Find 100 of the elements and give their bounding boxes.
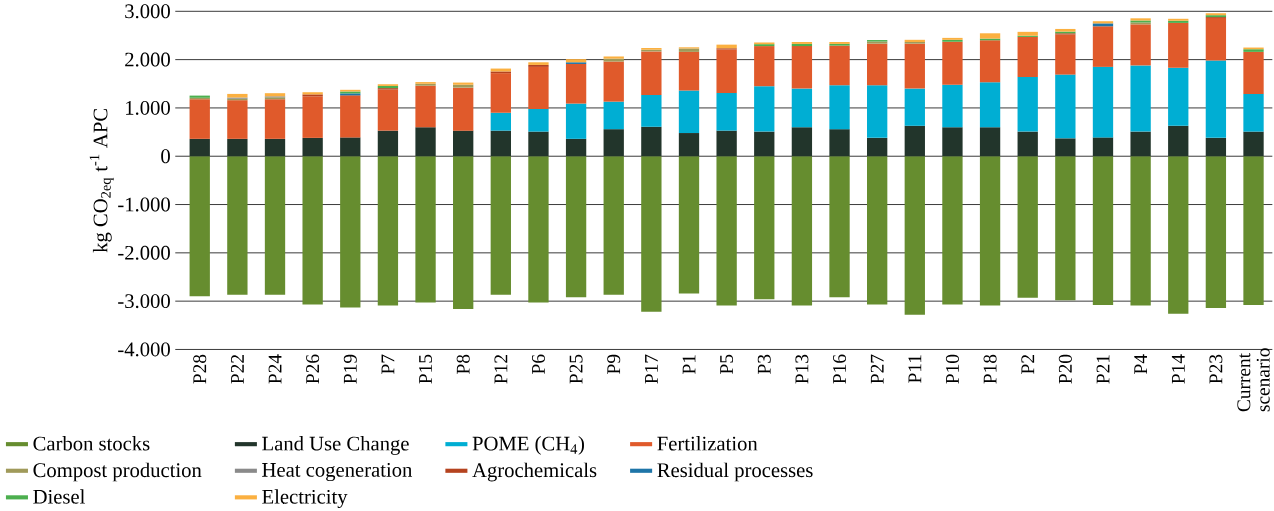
bar <box>867 156 888 305</box>
bar <box>1055 156 1076 301</box>
bar <box>1130 65 1151 132</box>
bar <box>829 156 850 298</box>
bar <box>1017 77 1038 132</box>
bar <box>453 87 474 131</box>
x-tick-label: P2 <box>1021 355 1035 375</box>
bar <box>641 95 662 127</box>
bar <box>377 156 399 306</box>
bar <box>302 96 323 139</box>
bar <box>1243 52 1264 95</box>
x-tick-label: P10 <box>945 354 959 384</box>
bar <box>189 139 210 157</box>
y-tick-label: 3.000 <box>125 4 170 19</box>
bar <box>1243 156 1264 306</box>
bar <box>942 41 963 85</box>
x-tick-label: P16 <box>833 354 847 384</box>
bar <box>716 49 737 94</box>
bar <box>1243 131 1264 157</box>
bar <box>1168 23 1189 68</box>
bar <box>678 90 700 134</box>
x-tick-label: P18 <box>983 354 997 384</box>
x-tick-label: P5 <box>720 354 734 375</box>
bar <box>1055 34 1076 75</box>
bar <box>716 130 737 157</box>
x-tick-label: P17 <box>644 354 658 384</box>
bar <box>528 67 549 110</box>
bar <box>415 156 436 303</box>
x-tick-label: P14 <box>1171 354 1185 384</box>
bar <box>791 46 813 89</box>
bar <box>641 156 662 312</box>
bar <box>528 131 549 157</box>
x-tick-label: P26 <box>306 354 320 384</box>
bar <box>302 138 323 157</box>
x-tick-label: P28 <box>193 354 207 384</box>
x-tick-label: P15 <box>419 354 433 384</box>
x-tick-label: P21 <box>1096 355 1110 384</box>
y-tick-label: 1.000 <box>126 101 170 116</box>
bar <box>904 43 925 89</box>
legend-label: Carbon stocks <box>33 436 150 451</box>
bar <box>867 43 888 86</box>
bar <box>829 129 850 157</box>
x-tick-label: P11 <box>908 355 922 384</box>
bar <box>641 126 662 157</box>
bar <box>754 46 775 87</box>
bar <box>377 130 399 157</box>
bar <box>754 86 775 132</box>
bar <box>227 156 248 296</box>
x-tick-label: P27 <box>870 354 884 384</box>
bar <box>678 133 700 157</box>
bar <box>565 64 587 104</box>
bar <box>1205 18 1227 61</box>
bar <box>791 127 813 157</box>
bar <box>904 156 925 315</box>
x-tick-label: P12 <box>494 355 508 384</box>
bar <box>1168 156 1189 314</box>
bar <box>979 82 1001 128</box>
bar <box>415 85 436 128</box>
bar <box>453 156 474 310</box>
bar <box>227 100 248 140</box>
bar <box>867 138 888 157</box>
bar <box>1130 156 1151 306</box>
bar <box>979 33 1001 39</box>
bar <box>1055 138 1076 157</box>
y-tick-label: -2.000 <box>118 246 170 261</box>
x-tick-label: P7 <box>381 354 395 375</box>
bar <box>340 95 361 138</box>
bar <box>1205 60 1227 139</box>
bar <box>791 156 813 306</box>
y-tick-label: -4.000 <box>118 342 170 357</box>
legend-label: Compost production <box>33 462 202 482</box>
x-tick-label: P24 <box>268 354 282 384</box>
x-tick-label: P8 <box>456 354 470 375</box>
bar <box>979 40 1001 83</box>
bar <box>528 156 549 303</box>
y-tick-label: -1.000 <box>118 197 170 212</box>
bar <box>603 61 624 102</box>
legend-label: POME (CH$_{4}$) <box>472 436 584 455</box>
bar <box>716 93 737 131</box>
bar <box>415 127 436 157</box>
bar <box>1168 125 1189 157</box>
y-tick-label: 0 <box>161 149 170 164</box>
y-tick-label: -3.000 <box>118 294 170 309</box>
x-tick-label: P20 <box>1058 354 1072 384</box>
bar <box>340 156 361 308</box>
bar <box>678 52 700 91</box>
bar <box>678 156 700 294</box>
bar <box>565 156 587 298</box>
legend-label: Fertilization <box>657 436 758 451</box>
x-tick-label: P9 <box>607 354 621 375</box>
legend-label: Land Use Change <box>262 436 409 455</box>
bar <box>603 129 624 157</box>
bar <box>754 156 775 300</box>
bar <box>867 85 888 139</box>
bar <box>829 85 850 130</box>
x-tick-label: P22 <box>230 355 244 384</box>
bar <box>1205 156 1227 309</box>
bar <box>603 156 624 296</box>
bar <box>942 127 963 157</box>
bar <box>1017 156 1038 298</box>
